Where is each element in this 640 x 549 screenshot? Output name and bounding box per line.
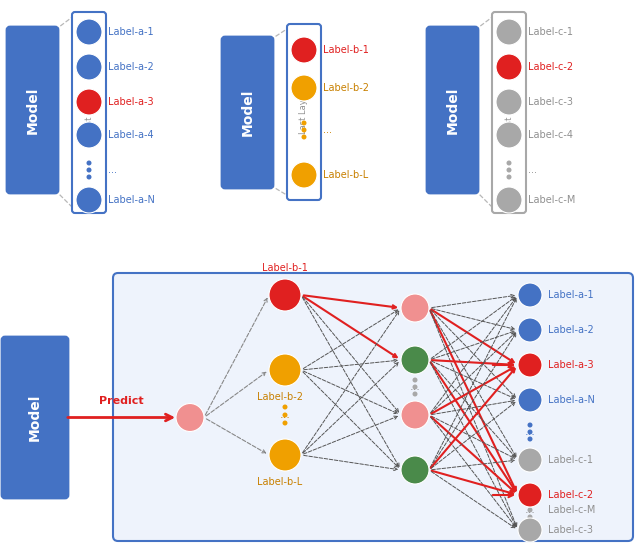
Circle shape	[506, 160, 511, 165]
Circle shape	[413, 391, 417, 396]
Text: Label-a-4: Label-a-4	[108, 130, 154, 140]
Circle shape	[413, 378, 417, 383]
FancyBboxPatch shape	[222, 37, 273, 188]
Text: Label-b-L: Label-b-L	[257, 477, 303, 487]
Text: Label-a-2: Label-a-2	[548, 325, 594, 335]
Text: Label-a-3: Label-a-3	[548, 360, 594, 370]
Text: Model: Model	[28, 394, 42, 441]
Text: ...: ...	[280, 410, 291, 420]
Circle shape	[506, 175, 511, 180]
Text: ...: ...	[525, 427, 536, 437]
Text: Label-c-M: Label-c-M	[548, 505, 595, 515]
Circle shape	[86, 160, 92, 165]
Text: Last Layer: Last Layer	[84, 91, 93, 135]
Circle shape	[518, 318, 542, 342]
Text: Label-b-2: Label-b-2	[323, 83, 369, 93]
Circle shape	[518, 483, 542, 507]
Text: Label-c-M: Label-c-M	[528, 195, 575, 205]
Text: ...: ...	[323, 125, 332, 135]
Text: Label-c-1: Label-c-1	[548, 455, 593, 465]
FancyBboxPatch shape	[2, 337, 68, 498]
Circle shape	[496, 122, 522, 148]
Circle shape	[76, 54, 102, 80]
Text: Label-b-1: Label-b-1	[262, 263, 308, 273]
Circle shape	[518, 518, 542, 542]
Circle shape	[282, 421, 287, 425]
Circle shape	[301, 127, 307, 132]
Circle shape	[527, 436, 532, 441]
Circle shape	[291, 162, 317, 188]
Text: Label-c-2: Label-c-2	[548, 490, 593, 500]
FancyBboxPatch shape	[492, 12, 526, 213]
Text: Model: Model	[26, 86, 40, 134]
Text: Label-a-N: Label-a-N	[548, 395, 595, 405]
Circle shape	[518, 353, 542, 377]
Text: Label-c-1: Label-c-1	[528, 27, 573, 37]
Text: ...: ...	[108, 165, 117, 175]
FancyBboxPatch shape	[427, 27, 478, 193]
Circle shape	[527, 501, 532, 506]
Circle shape	[301, 135, 307, 139]
Circle shape	[282, 405, 287, 410]
Circle shape	[269, 439, 301, 471]
Circle shape	[496, 19, 522, 45]
Circle shape	[76, 19, 102, 45]
FancyBboxPatch shape	[7, 27, 58, 193]
Circle shape	[527, 423, 532, 428]
Text: Model: Model	[445, 86, 460, 134]
Circle shape	[518, 283, 542, 307]
Text: Label-a-3: Label-a-3	[108, 97, 154, 107]
Text: Last Layer: Last Layer	[300, 90, 308, 134]
Text: Label-a-1: Label-a-1	[548, 290, 594, 300]
Circle shape	[496, 187, 522, 213]
Circle shape	[401, 346, 429, 374]
Text: Model: Model	[241, 89, 255, 136]
FancyBboxPatch shape	[113, 273, 633, 541]
Text: Label-b-2: Label-b-2	[257, 392, 303, 402]
Circle shape	[413, 384, 417, 389]
Circle shape	[86, 175, 92, 180]
Circle shape	[496, 89, 522, 115]
Text: Label-c-3: Label-c-3	[528, 97, 573, 107]
Circle shape	[527, 507, 532, 513]
Circle shape	[496, 54, 522, 80]
Circle shape	[176, 404, 204, 432]
Circle shape	[527, 429, 532, 434]
Circle shape	[518, 388, 542, 412]
Circle shape	[76, 122, 102, 148]
Text: Label-c-2: Label-c-2	[528, 62, 573, 72]
Text: Label-b-1: Label-b-1	[323, 45, 369, 55]
Text: Label-c-4: Label-c-4	[528, 130, 573, 140]
Text: ...: ...	[410, 382, 420, 392]
Circle shape	[282, 412, 287, 417]
Circle shape	[506, 167, 511, 172]
Text: ...: ...	[525, 505, 536, 515]
Circle shape	[269, 354, 301, 386]
Circle shape	[518, 448, 542, 472]
Text: Label-a-N: Label-a-N	[108, 195, 155, 205]
Text: Label-c-3: Label-c-3	[548, 525, 593, 535]
Circle shape	[301, 120, 307, 126]
Text: Predict: Predict	[99, 395, 144, 406]
Circle shape	[401, 456, 429, 484]
Circle shape	[401, 294, 429, 322]
Circle shape	[527, 514, 532, 519]
FancyBboxPatch shape	[287, 24, 321, 200]
Text: Label-a-2: Label-a-2	[108, 62, 154, 72]
Text: Label-b-L: Label-b-L	[323, 170, 368, 180]
Circle shape	[291, 75, 317, 101]
Text: ...: ...	[528, 165, 537, 175]
Text: Label-a-1: Label-a-1	[108, 27, 154, 37]
Circle shape	[76, 89, 102, 115]
FancyBboxPatch shape	[72, 12, 106, 213]
Circle shape	[269, 279, 301, 311]
Circle shape	[401, 401, 429, 429]
Circle shape	[86, 167, 92, 172]
Circle shape	[76, 187, 102, 213]
Circle shape	[291, 37, 317, 63]
Text: Last Layer: Last Layer	[504, 91, 513, 135]
